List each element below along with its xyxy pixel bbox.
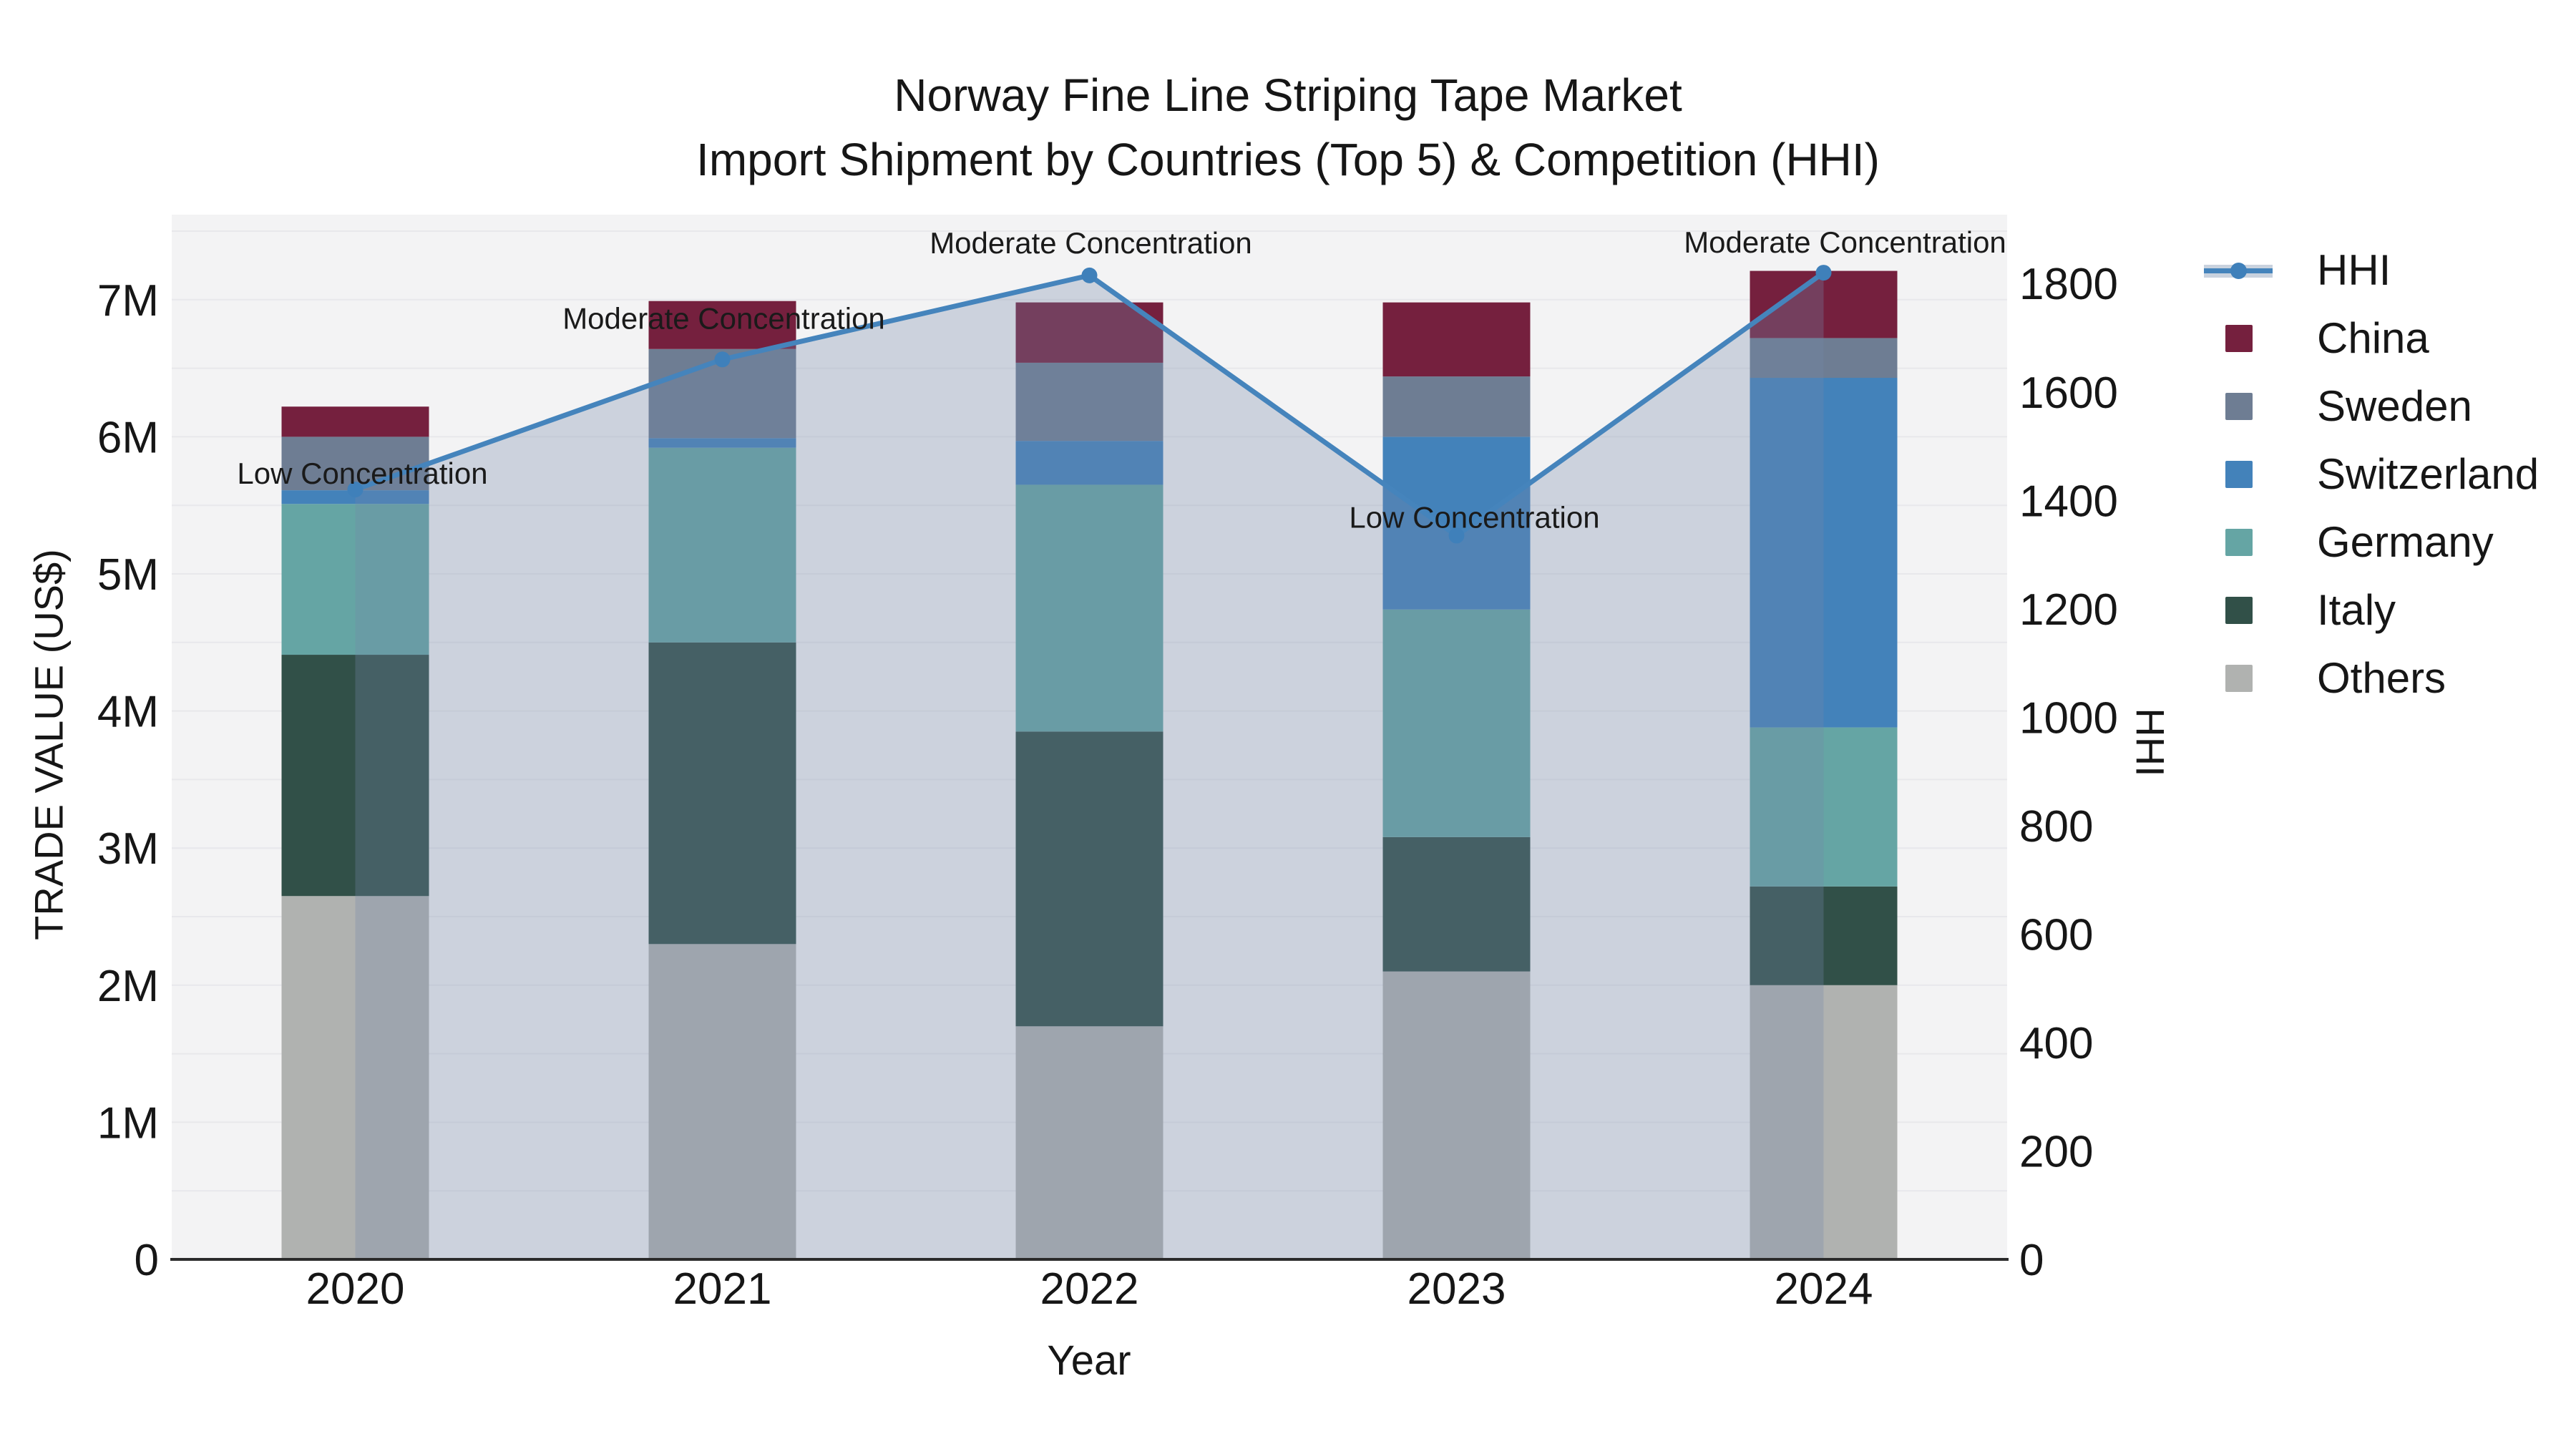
- x-tick-label: 2022: [1040, 1264, 1139, 1314]
- bar-segment-italy-2020[interactable]: [281, 655, 429, 897]
- x-axis-title: Year: [1047, 1337, 1131, 1384]
- legend-item-others[interactable]: Others: [2204, 644, 2539, 712]
- color-swatch-others: [2225, 664, 2253, 692]
- color-swatch-sweden: [2225, 392, 2253, 420]
- legend-swatch-icon: [2204, 662, 2285, 695]
- bar-segment-switzerland-2023[interactable]: [1382, 436, 1531, 610]
- x-tick-label: 2020: [306, 1264, 405, 1314]
- color-swatch-germany: [2225, 528, 2253, 556]
- bar-segment-sweden-2022[interactable]: [1015, 362, 1163, 441]
- bar-segment-others-2023[interactable]: [1382, 971, 1531, 1259]
- bar-segment-others-2022[interactable]: [1015, 1026, 1163, 1259]
- legend-item-sweden[interactable]: Sweden: [2204, 372, 2539, 440]
- color-swatch-switzerland: [2225, 460, 2253, 488]
- legend-item-italy[interactable]: Italy: [2204, 576, 2539, 644]
- bar-segment-sweden-2023[interactable]: [1382, 376, 1531, 437]
- legend-swatch-icon: [2204, 594, 2285, 627]
- hhi-line-icon: [2204, 254, 2285, 287]
- y-right-tick-label: 1800: [2019, 260, 2118, 309]
- legend-swatch-icon: [2204, 526, 2285, 559]
- y-right-tick-label: 200: [2019, 1127, 2093, 1176]
- hhi-area-fill: [355, 273, 1824, 1259]
- bar-segment-germany-2022[interactable]: [1015, 484, 1163, 732]
- bar-segment-sweden-2020[interactable]: [281, 436, 429, 491]
- x-tick-label: 2021: [673, 1264, 772, 1314]
- y-right-tick-label: 0: [2019, 1236, 2044, 1285]
- bar-segment-italy-2021[interactable]: [648, 642, 796, 945]
- annotation: Moderate Concentration: [1684, 225, 2006, 259]
- legend-label: Sweden: [2317, 382, 2472, 430]
- bar-segment-china-2021[interactable]: [648, 301, 796, 349]
- hhi-marker-2020[interactable]: [347, 482, 364, 498]
- bar-segment-germany-2020[interactable]: [281, 504, 429, 655]
- legend-label: HHI: [2317, 246, 2391, 294]
- bar-segment-others-2024[interactable]: [1750, 985, 1898, 1259]
- chart-title-line2: Import Shipment by Countries (Top 5) & C…: [696, 134, 1880, 185]
- legend-swatch-icon: [2204, 322, 2285, 355]
- bar-segment-italy-2022[interactable]: [1015, 731, 1163, 1027]
- chart-title: Norway Fine Line Striping Tape Market Im…: [0, 63, 2576, 192]
- bar-segment-china-2023[interactable]: [1382, 302, 1531, 377]
- bar-segment-switzerland-2024[interactable]: [1750, 378, 1898, 728]
- bar-segment-china-2024[interactable]: [1750, 270, 1898, 338]
- legend-label: Others: [2317, 654, 2446, 702]
- legend-item-switzerland[interactable]: Switzerland: [2204, 440, 2539, 508]
- bar-segment-switzerland-2022[interactable]: [1015, 441, 1163, 485]
- y-left-tick-label: 4M: [97, 688, 159, 737]
- y-left-tick-label: 0: [135, 1236, 159, 1285]
- y-right-tick-label: 400: [2019, 1019, 2093, 1068]
- annotation: Moderate Concentration: [562, 301, 885, 335]
- y-left-tick-label: 6M: [97, 413, 159, 462]
- color-swatch-italy: [2225, 596, 2253, 624]
- x-tick-label: 2024: [1775, 1264, 1873, 1314]
- legend-item-germany[interactable]: Germany: [2204, 508, 2539, 576]
- y-left-tick-label: 3M: [97, 824, 159, 874]
- y-right-tick-label: 1200: [2019, 585, 2118, 635]
- hhi-marker-2024[interactable]: [1815, 265, 1832, 281]
- hhi-marker-2021[interactable]: [714, 351, 731, 368]
- bar-segment-germany-2023[interactable]: [1382, 609, 1531, 837]
- y-left-tick-label: 2M: [97, 962, 159, 1011]
- bar-segment-others-2020[interactable]: [281, 896, 429, 1259]
- bar-segment-italy-2023[interactable]: [1382, 836, 1531, 972]
- bar-segment-germany-2021[interactable]: [648, 447, 796, 643]
- hhi-marker-2022[interactable]: [1081, 267, 1098, 283]
- y-left-tick-label: 1M: [97, 1098, 159, 1148]
- y-right-tick-label: 600: [2019, 910, 2093, 960]
- bar-segment-sweden-2024[interactable]: [1750, 338, 1898, 379]
- legend-label: Italy: [2317, 586, 2396, 634]
- bar-segment-italy-2024[interactable]: [1750, 886, 1898, 985]
- bar-segment-china-2020[interactable]: [281, 406, 429, 437]
- legend: HHI China Sweden Switzerland Germany Italy Oth…: [2204, 236, 2539, 712]
- hhi-marker-icon: [2230, 262, 2247, 279]
- legend-item-china[interactable]: China: [2204, 304, 2539, 372]
- chart-title-line1: Norway Fine Line Striping Tape Market: [894, 69, 1682, 121]
- y-left-tick-label: 7M: [97, 276, 159, 326]
- legend-label: Switzerland: [2317, 450, 2540, 498]
- x-tick-label: 2023: [1407, 1264, 1506, 1314]
- annotation: Low Concentration: [1349, 501, 1599, 535]
- bar-segment-germany-2024[interactable]: [1750, 727, 1898, 887]
- legend-swatch-icon: [2204, 458, 2285, 491]
- legend-item-hhi[interactable]: HHI: [2204, 236, 2539, 304]
- color-swatch-china: [2225, 324, 2253, 352]
- annotation: Low Concentration: [237, 457, 487, 490]
- bar-segment-others-2021[interactable]: [648, 944, 796, 1259]
- y-left-tick-label: 5M: [97, 550, 159, 600]
- legend-swatch-icon: [2204, 390, 2285, 423]
- annotation: Moderate Concentration: [930, 226, 1252, 260]
- y-right-tick-label: 1600: [2019, 369, 2118, 418]
- y-right-tick-label: 800: [2019, 802, 2093, 852]
- y-right-tick-label: 1400: [2019, 477, 2118, 526]
- y-right-tick-label: 1000: [2019, 693, 2118, 743]
- legend-label: China: [2317, 314, 2429, 362]
- bar-segment-switzerland-2021[interactable]: [648, 438, 796, 448]
- hhi-marker-2023[interactable]: [1448, 527, 1465, 544]
- legend-label: Germany: [2317, 518, 2494, 566]
